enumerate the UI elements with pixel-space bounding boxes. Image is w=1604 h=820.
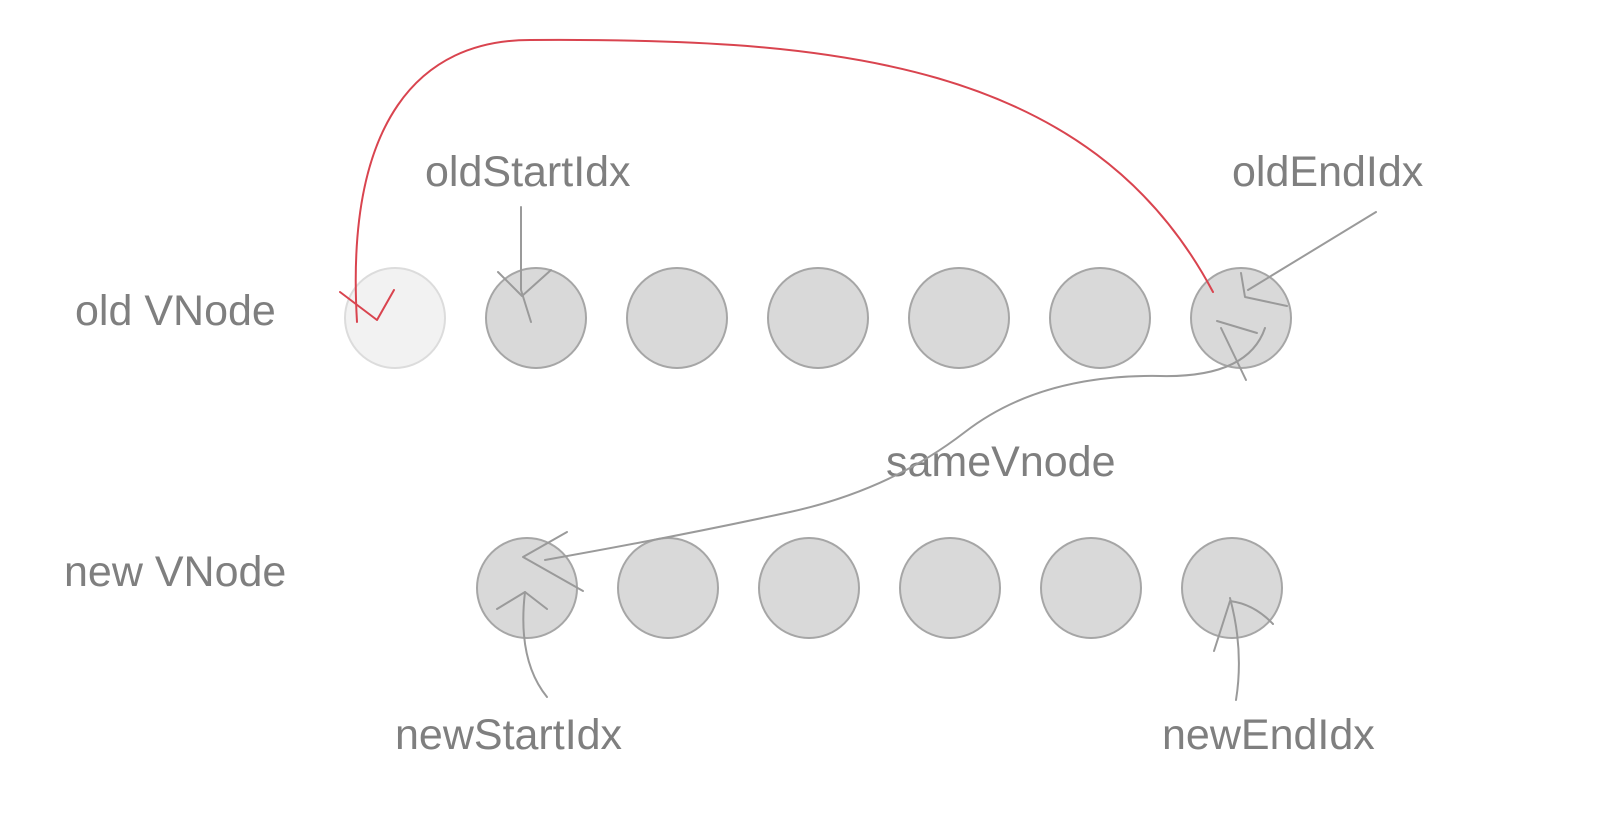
- old-vnode-node-4: [767, 267, 869, 369]
- new-start-idx-label: newStartIdx: [395, 711, 623, 759]
- old-vnode-node-7: [1190, 267, 1292, 369]
- old-vnode-node-3: [626, 267, 728, 369]
- old-vnode-node-moved-1: [344, 267, 446, 369]
- old-end-idx-arrowhead: [1240, 272, 1288, 307]
- old-end-idx-label: oldEndIdx: [1232, 148, 1424, 196]
- old-end-idx-arrow-shaft: [1247, 211, 1377, 291]
- same-vnode-arrowhead: [522, 531, 584, 592]
- new-end-idx-label: newEndIdx: [1162, 711, 1375, 759]
- old-vnode-row: [344, 267, 1292, 369]
- new-end-idx-arrow-shaft: [1229, 597, 1240, 701]
- same-vnode-end-cross: [1216, 320, 1258, 334]
- new-end-idx-arrowhead: [1213, 600, 1274, 652]
- old-start-idx-label: oldStartIdx: [425, 148, 631, 196]
- old-vnode-node-5: [908, 267, 1010, 369]
- new-start-idx-arrow: [496, 591, 548, 698]
- new-vnode-node-2: [617, 537, 719, 639]
- move-to-front-arrowhead: [339, 289, 395, 321]
- new-start-idx-arrow-shaft: [522, 591, 548, 698]
- old-vnode-node-2: [485, 267, 587, 369]
- old-start-idx-arrowhead: [497, 269, 552, 297]
- old-vnode-row-label: old VNode: [75, 287, 276, 335]
- new-vnode-node-5: [1040, 537, 1142, 639]
- new-vnode-node-6: [1181, 537, 1283, 639]
- old-vnode-node-6: [1049, 267, 1151, 369]
- same-vnode-label: sameVnode: [886, 438, 1116, 486]
- new-vnode-row: [476, 537, 1283, 639]
- new-vnode-node-1: [476, 537, 578, 639]
- new-vnode-row-label: new VNode: [64, 548, 286, 596]
- old-end-idx-arrow: [1240, 211, 1377, 307]
- same-vnode-end-tick: [1220, 327, 1247, 381]
- new-end-idx-arrow: [1213, 597, 1274, 701]
- move-to-front-arrow: [339, 38, 1214, 323]
- old-start-idx-arrow: [497, 206, 552, 323]
- new-vnode-node-4: [899, 537, 1001, 639]
- old-start-idx-arrow-shaft: [520, 206, 532, 323]
- move-to-front-arrow-curve: [354, 38, 1214, 323]
- same-vnode-connector-curve: [544, 327, 1266, 561]
- new-vnode-node-3: [758, 537, 860, 639]
- same-vnode-connector: [522, 320, 1266, 592]
- new-start-idx-arrowhead: [496, 591, 548, 610]
